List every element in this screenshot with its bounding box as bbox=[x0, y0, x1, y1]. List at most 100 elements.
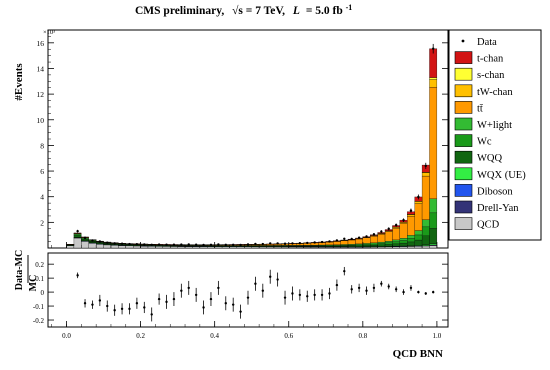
bar-segment bbox=[81, 241, 89, 249]
ratio-point bbox=[320, 293, 324, 297]
ratio-point bbox=[165, 300, 168, 304]
series-wqq bbox=[66, 228, 438, 247]
data-points bbox=[76, 43, 435, 247]
y-tick-label: 8 bbox=[40, 141, 44, 150]
data-point bbox=[269, 242, 272, 245]
ratio-point bbox=[283, 296, 287, 299]
legend-swatch bbox=[454, 67, 473, 81]
ratio-point bbox=[217, 286, 220, 290]
legend-label: Wc bbox=[477, 137, 492, 148]
legend: Data t-chan s-chan tW-chan tt̄ W+light Wc WQQ WQ… bbox=[454, 37, 526, 231]
legend-item-data: Data bbox=[461, 37, 497, 48]
bar-segment bbox=[414, 234, 423, 241]
bar-segment bbox=[377, 233, 386, 243]
ratio-point bbox=[291, 292, 294, 295]
ratio-point bbox=[298, 293, 302, 297]
ratio-point bbox=[365, 289, 368, 292]
legend-item-tw-chan: tW-chan bbox=[454, 84, 513, 98]
ratio-point bbox=[83, 302, 87, 305]
ratio-point bbox=[424, 292, 427, 295]
y-tick-label: 14 bbox=[37, 64, 45, 73]
bar-segment bbox=[88, 241, 97, 243]
title-lumi-symbol: L bbox=[292, 5, 300, 17]
bar-segment bbox=[429, 198, 438, 214]
data-point bbox=[335, 239, 339, 242]
ratio-point bbox=[372, 286, 376, 290]
ratio-point bbox=[431, 290, 435, 294]
data-point bbox=[402, 218, 405, 222]
chart-title: CMS preliminary, √s = 7 TeV, L = 5.0 fb … bbox=[135, 3, 352, 17]
ratio-ylabel-denominator: MC bbox=[28, 275, 39, 292]
data-point bbox=[91, 239, 94, 242]
legend-swatch bbox=[454, 184, 473, 197]
ratio-point bbox=[343, 269, 346, 273]
data-point bbox=[135, 242, 139, 246]
ratio-axes: -0.2 -0.1 0 0.1 0.2 0.0 0.2 0.4 0.6 0.8 1.0 bbox=[33, 261, 448, 340]
y-tick-label: 4 bbox=[40, 193, 44, 202]
series-tt- bbox=[66, 87, 438, 246]
data-point bbox=[394, 223, 398, 227]
main-y-axis: 2 4 6 8 10 12 14 16 bbox=[37, 36, 448, 242]
ratio-point bbox=[254, 282, 257, 285]
legend-label: Diboson bbox=[477, 186, 513, 197]
legend-item-t-chan: t-chan bbox=[454, 51, 504, 65]
y-tick-label: 6 bbox=[40, 167, 44, 176]
ratio-point bbox=[202, 306, 205, 309]
ratio-point bbox=[306, 295, 309, 298]
bar-segment bbox=[392, 227, 401, 241]
title-energy: √s = 7 TeV, bbox=[232, 4, 285, 17]
bar-segment bbox=[377, 241, 386, 244]
bar-segment bbox=[407, 238, 415, 243]
bar-segment bbox=[421, 226, 430, 236]
bar-segment bbox=[429, 212, 438, 229]
ratio-point bbox=[194, 293, 198, 297]
bar-segment bbox=[333, 241, 341, 245]
ratio-point bbox=[143, 306, 146, 309]
legend-label: Data bbox=[477, 37, 497, 48]
y-multiplier-label: ×10³ bbox=[43, 29, 55, 36]
data-point bbox=[343, 237, 346, 240]
ratio-point bbox=[387, 285, 390, 288]
y-tick-label: 16 bbox=[37, 39, 45, 48]
bar-segment bbox=[421, 172, 430, 177]
bar-segment bbox=[407, 241, 415, 246]
legend-item-qcd: QCD bbox=[454, 217, 500, 231]
data-point bbox=[106, 241, 109, 244]
bar-segment bbox=[362, 244, 371, 246]
ratio-point bbox=[394, 288, 398, 291]
bar-segment bbox=[414, 203, 423, 231]
ratio-point bbox=[350, 288, 353, 291]
legend-swatch bbox=[454, 200, 473, 214]
data-point bbox=[209, 243, 213, 246]
data-point bbox=[113, 242, 116, 245]
data-point bbox=[320, 240, 324, 244]
data-point bbox=[165, 243, 168, 246]
legend-label: WQQ bbox=[477, 153, 502, 164]
bar-segment bbox=[73, 235, 82, 238]
data-point bbox=[313, 241, 316, 244]
title-lumi-exponent: -1 bbox=[346, 3, 353, 12]
bar-segment bbox=[392, 243, 401, 247]
bar-segment bbox=[399, 240, 408, 244]
bar-segment bbox=[377, 244, 386, 247]
data-point bbox=[239, 243, 242, 247]
data-point bbox=[120, 242, 124, 245]
legend-label: W+light bbox=[477, 120, 512, 131]
ratio-point bbox=[276, 278, 279, 281]
data-point bbox=[298, 241, 302, 245]
bar-segment bbox=[384, 241, 393, 243]
legend-swatch bbox=[454, 217, 473, 230]
legend-swatch bbox=[454, 84, 473, 98]
ratio-point bbox=[187, 286, 190, 290]
data-point bbox=[387, 227, 390, 230]
legend-item-wqq: WQQ bbox=[454, 150, 502, 164]
ratio-point bbox=[106, 304, 109, 308]
y-axis-label: #Events bbox=[13, 63, 25, 101]
title-prefix: CMS preliminary, bbox=[135, 5, 224, 17]
data-point bbox=[231, 243, 235, 246]
data-point bbox=[380, 230, 383, 233]
data-point bbox=[217, 243, 220, 246]
bar-segment bbox=[110, 245, 119, 249]
bar-segment bbox=[392, 241, 401, 245]
